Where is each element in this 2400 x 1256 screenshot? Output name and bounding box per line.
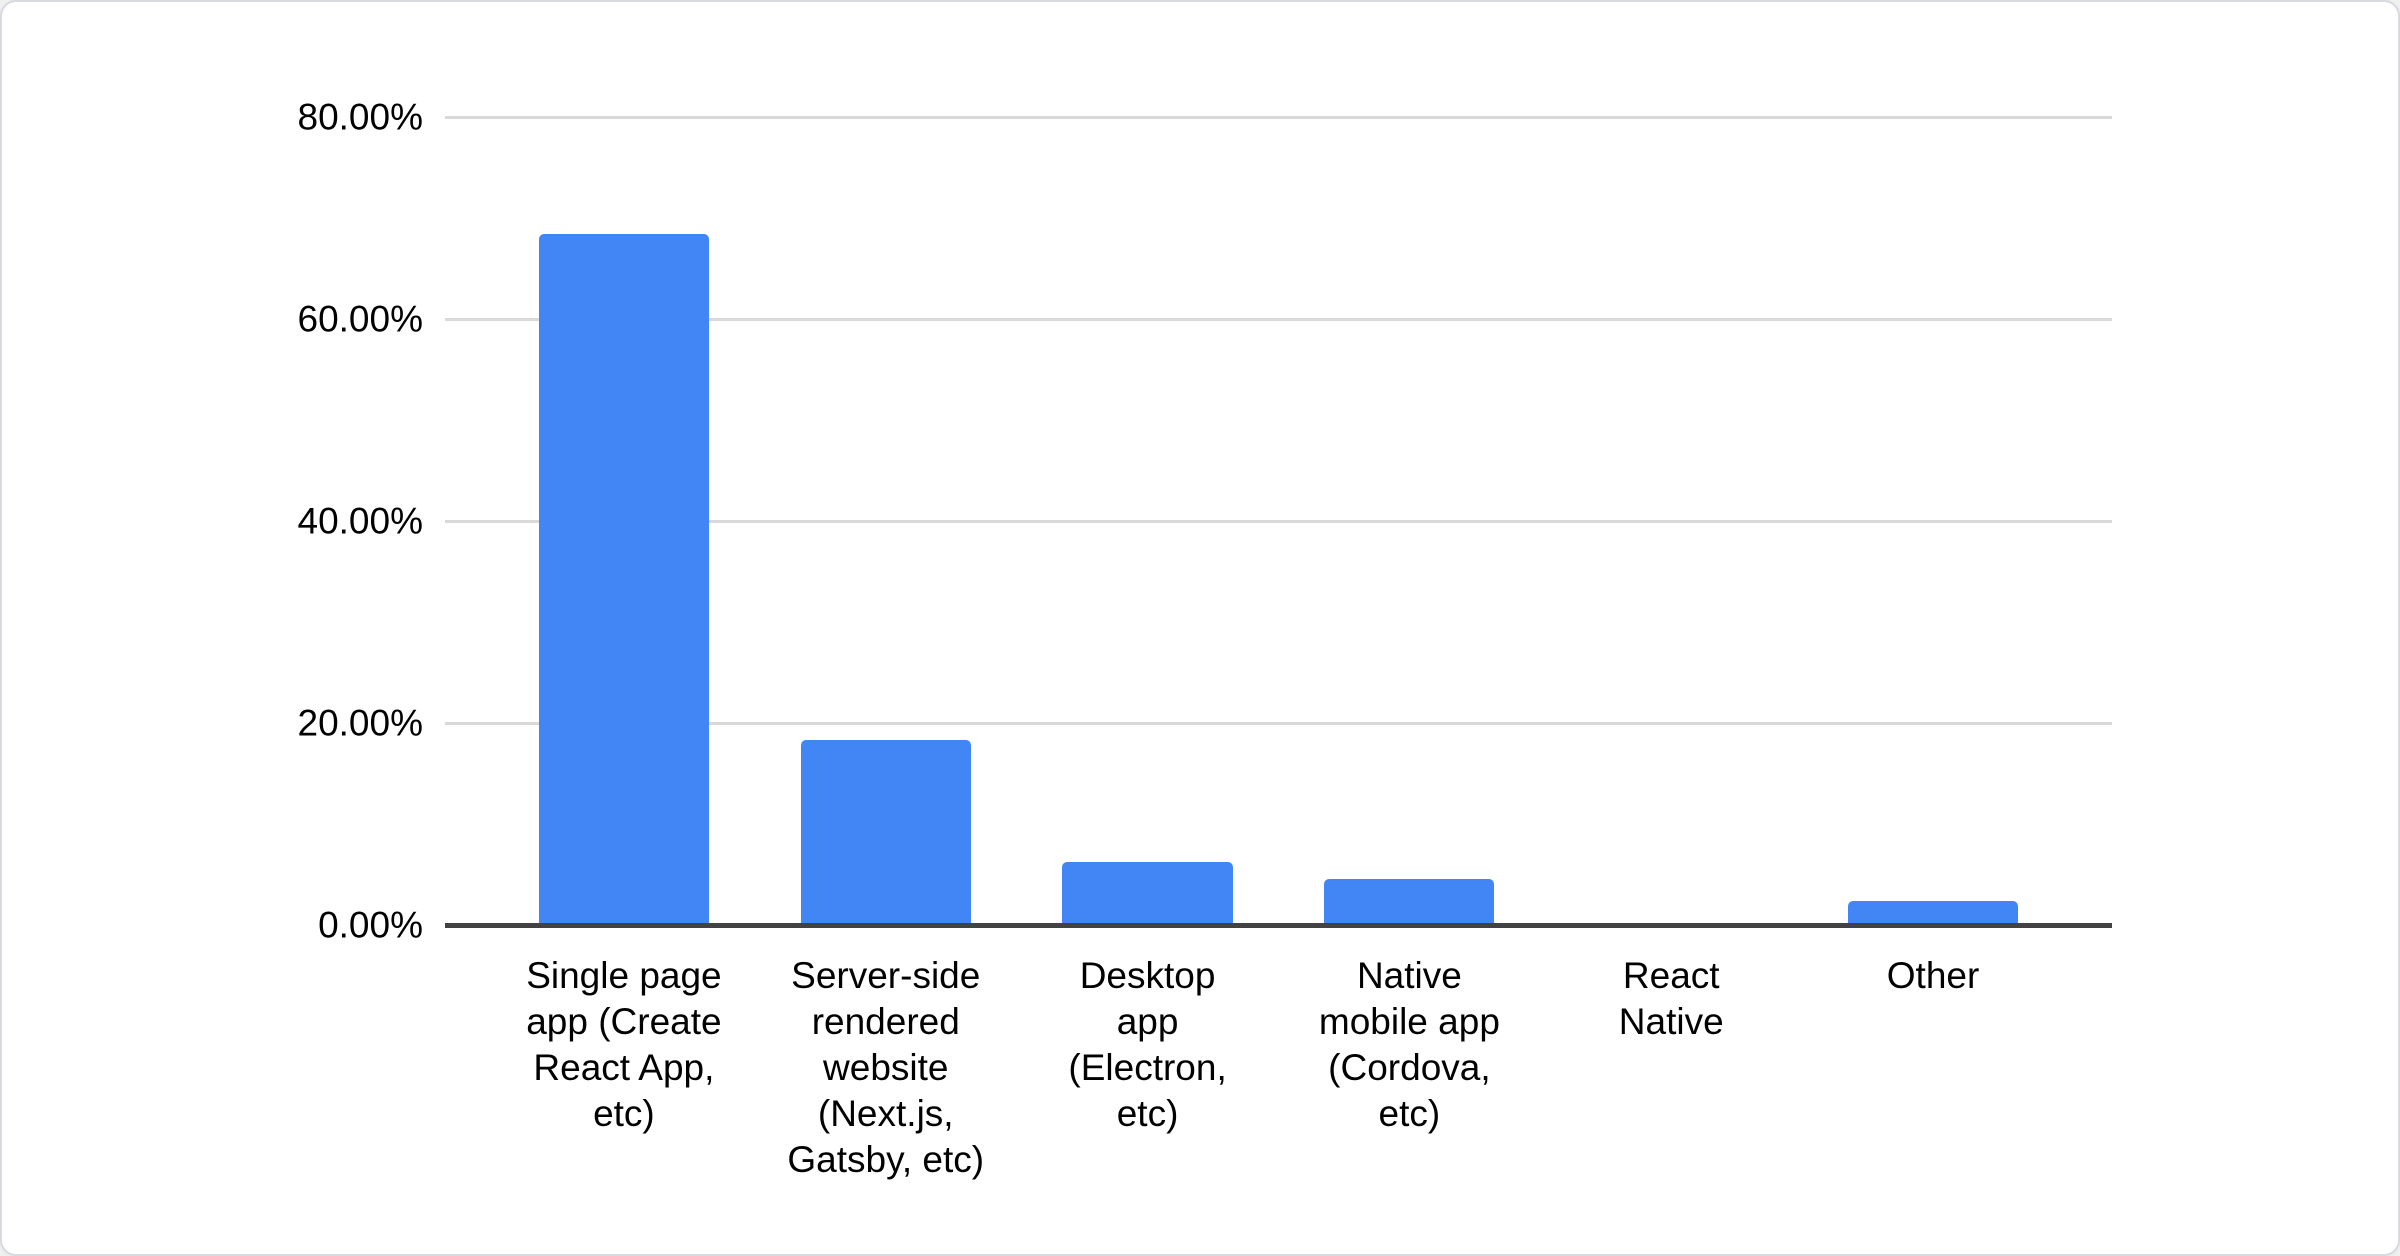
bar[interactable] <box>1062 862 1233 925</box>
y-tick-label: 0.00% <box>318 904 423 946</box>
x-category-label: Single page app (Create React App, etc) <box>526 955 722 1134</box>
x-category-label: Server-side rendered website (Next.js, G… <box>787 955 985 1180</box>
gridline <box>445 519 2112 523</box>
bar[interactable] <box>1847 900 2019 925</box>
bar-slot <box>1802 117 2064 925</box>
bar-slot <box>1017 117 1279 925</box>
gridline <box>445 115 2112 119</box>
gridline <box>445 721 2112 725</box>
x-category-label: React Native <box>1618 955 1724 1042</box>
x-category-label: Other <box>1886 955 1980 996</box>
y-tick-label: 20.00% <box>297 702 424 744</box>
x-axis-line <box>445 922 2112 928</box>
x-category-label: Native mobile app (Cordova, etc) <box>1318 955 1500 1134</box>
bar[interactable] <box>1324 878 1495 925</box>
x-category-label: Desktop app (Electron, etc) <box>1068 955 1227 1134</box>
bars-row <box>445 117 2112 925</box>
bar-slot <box>755 117 1017 925</box>
plot-area: 80.00% 60.00% 40.00% 20.00% 0.00% Single pag… <box>298 99 2112 1180</box>
bar-slot <box>1540 117 1802 925</box>
y-tick-label: 60.00% <box>297 298 424 340</box>
y-tick-label: 80.00% <box>297 96 424 138</box>
x-axis-labels: Single page app (Create React App, etc) S… <box>493 953 2064 1183</box>
bar-slot <box>1278 117 1540 925</box>
y-tick-label: 40.00% <box>297 500 424 542</box>
gridline <box>445 317 2112 321</box>
bar[interactable] <box>538 234 709 925</box>
bar[interactable] <box>800 740 971 925</box>
gridlines <box>445 115 2112 928</box>
bar-slot <box>493 117 755 925</box>
y-axis-labels: 80.00% 60.00% 40.00% 20.00% 0.00% <box>298 99 2112 944</box>
